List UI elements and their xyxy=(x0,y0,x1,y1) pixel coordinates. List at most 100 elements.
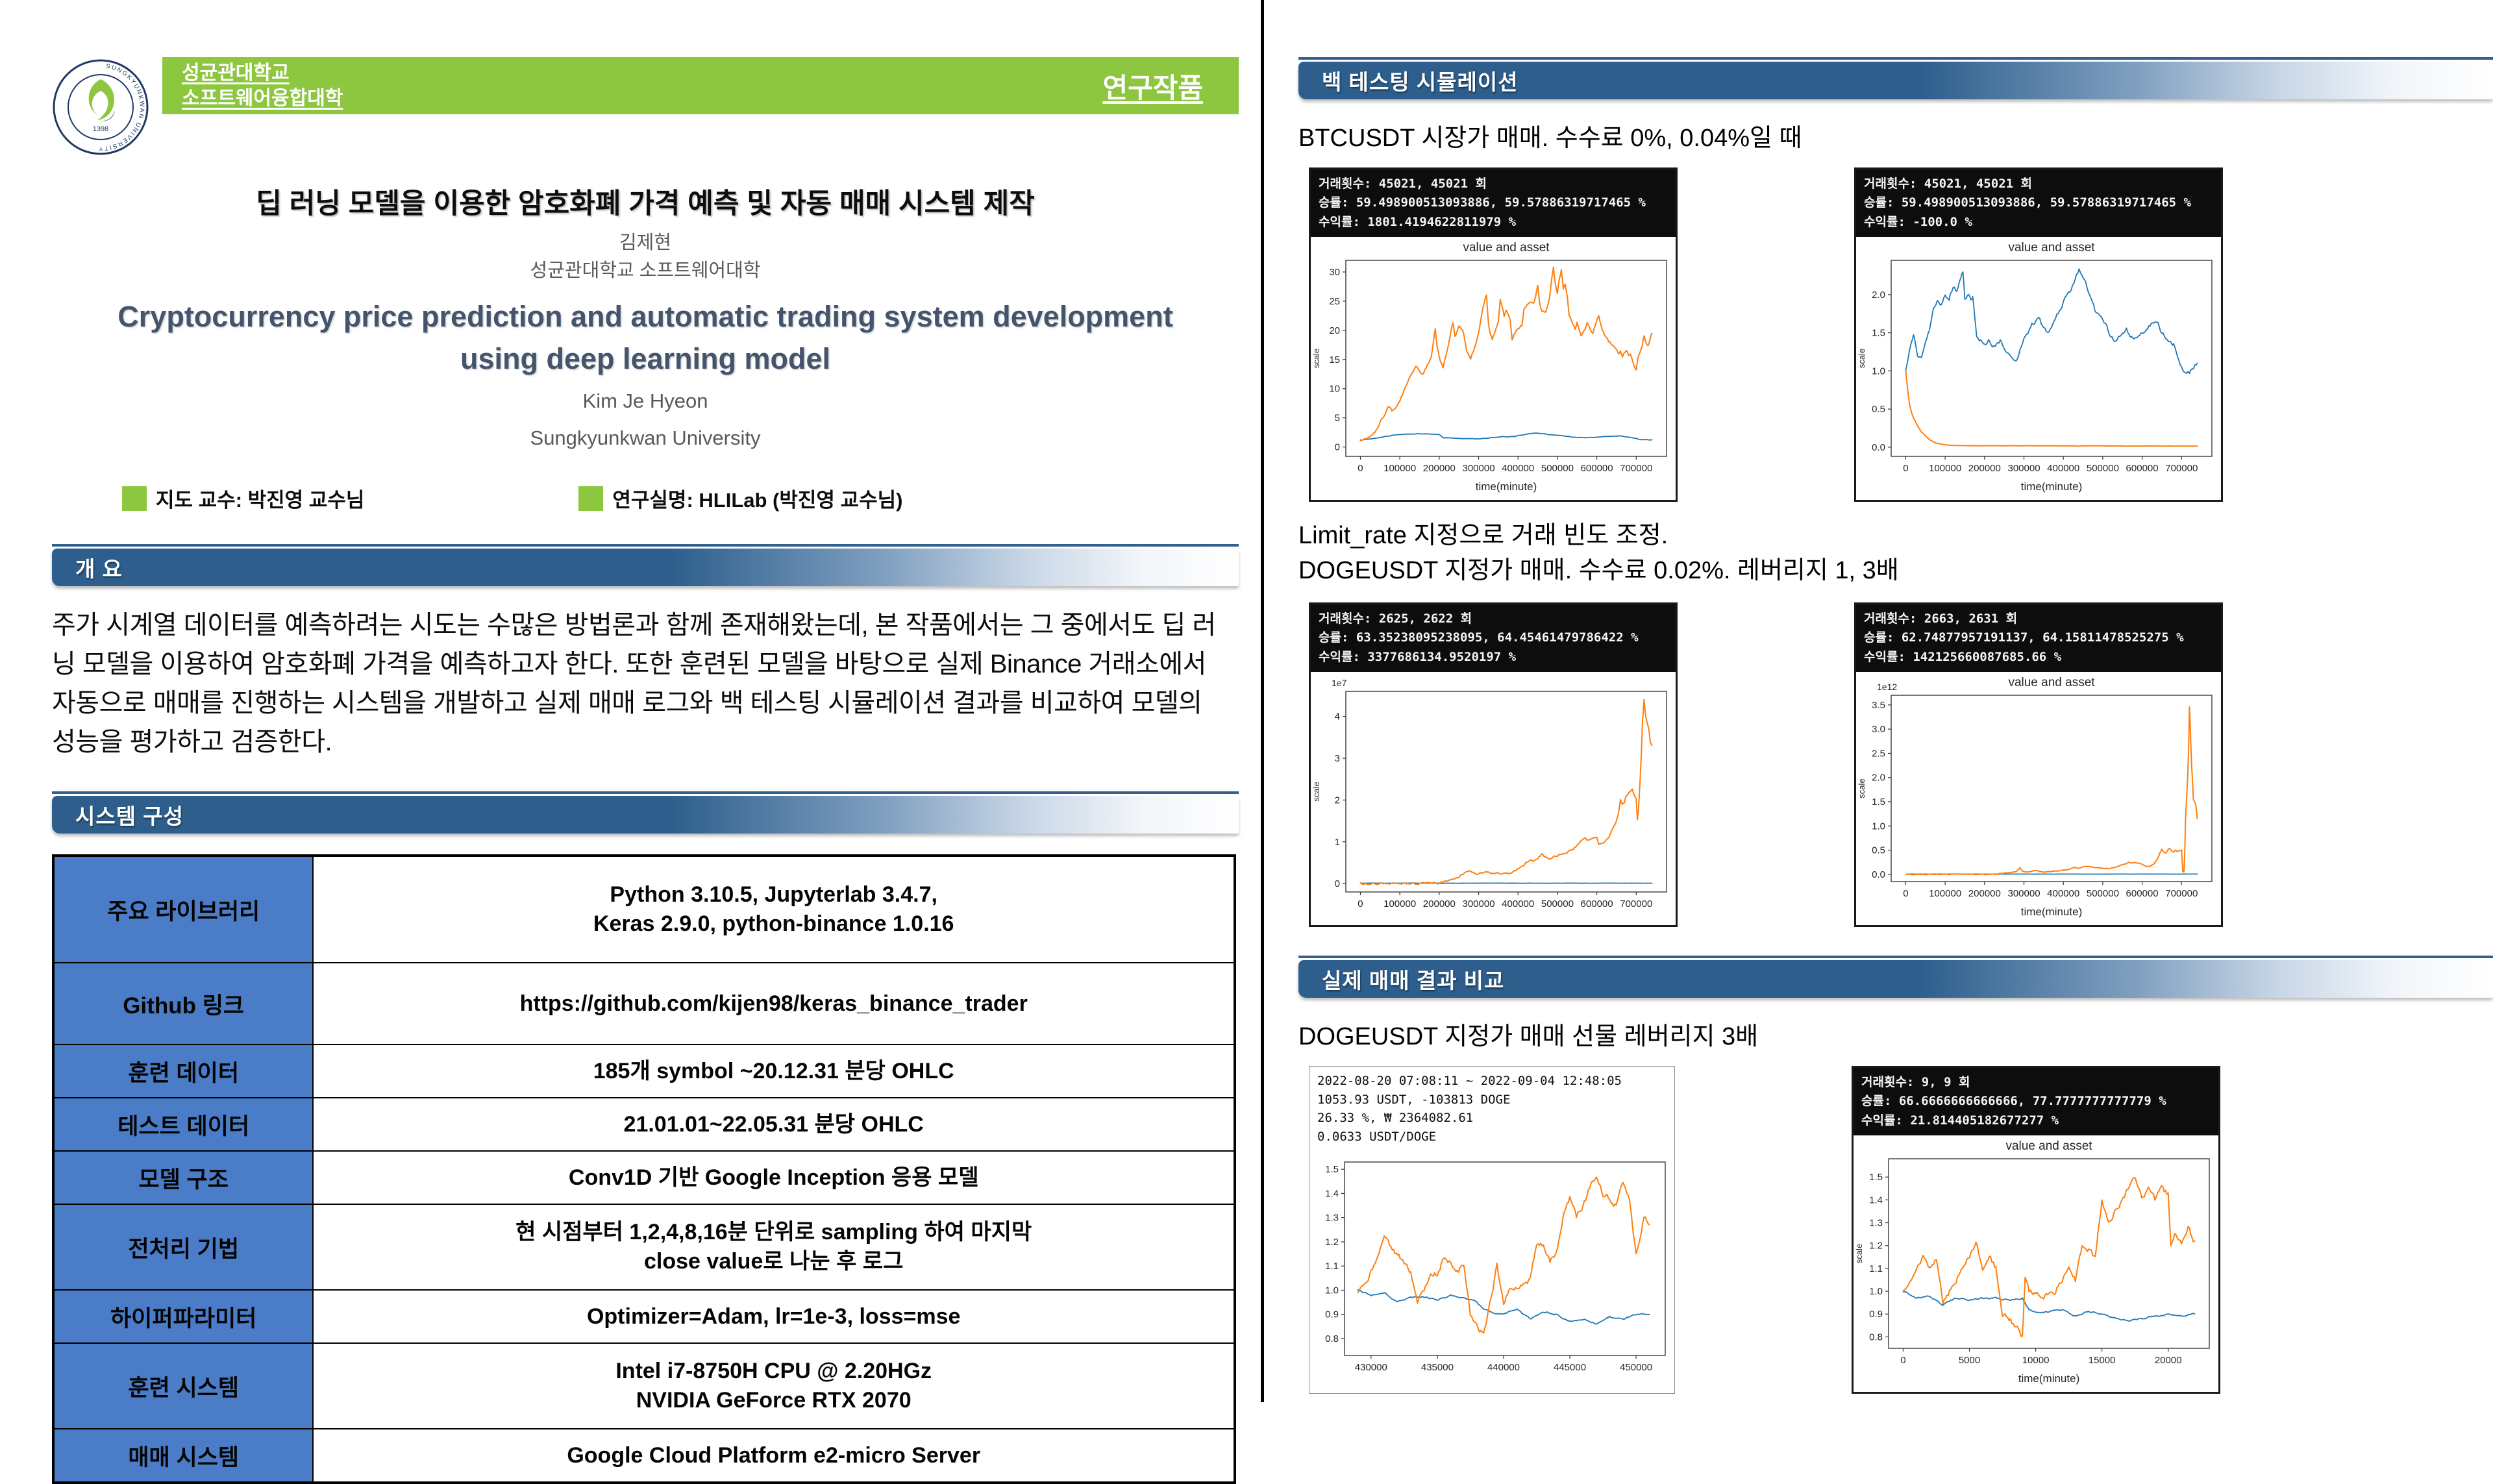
chart-info-line: 2022-08-20 07:08:11 ~ 2022-09-04 12:48:0… xyxy=(1317,1072,1667,1091)
svg-text:400000: 400000 xyxy=(1502,463,1534,474)
svg-text:700000: 700000 xyxy=(2165,888,2198,899)
chart-info-line: 수익률: 142125660087685.66 % xyxy=(1864,648,2213,667)
svg-text:1.4: 1.4 xyxy=(1869,1195,1883,1206)
svg-text:4: 4 xyxy=(1335,711,1340,723)
svg-text:100000: 100000 xyxy=(1383,463,1416,474)
svg-text:700000: 700000 xyxy=(2165,463,2198,474)
backtest-caption-1: BTCUSDT 시장가 매매. 수수료 0%, 0.04%일 때 xyxy=(1298,117,2493,153)
svg-text:0: 0 xyxy=(1358,898,1363,909)
svg-text:400000: 400000 xyxy=(2047,888,2079,899)
svg-text:0.5: 0.5 xyxy=(1872,404,1885,415)
svg-text:100000: 100000 xyxy=(1929,888,1961,899)
affiliation-korean: 성균관대학교 소프트웨어대학 xyxy=(52,260,1239,282)
svg-text:0: 0 xyxy=(1900,1355,1905,1366)
svg-text:500000: 500000 xyxy=(1541,463,1574,474)
table-value-line: Intel i7-8750H CPU @ 2.20HGz xyxy=(323,1357,1224,1387)
svg-text:0.0: 0.0 xyxy=(1872,442,1885,453)
table-label-cell: 전처리 기법 xyxy=(53,1204,313,1290)
svg-text:1.4: 1.4 xyxy=(1325,1188,1339,1199)
svg-text:200000: 200000 xyxy=(1968,463,2001,474)
table-label-cell: 모델 구조 xyxy=(53,1151,313,1204)
table-value-line: 185개 symbol ~20.12.31 분당 OHLC xyxy=(323,1057,1224,1087)
svg-text:445000: 445000 xyxy=(1554,1362,1586,1373)
svg-text:300000: 300000 xyxy=(1462,898,1495,909)
table-label-cell: 훈련 시스템 xyxy=(53,1343,313,1429)
table-value-cell: Google Cloud Platform e2-micro Server xyxy=(313,1429,1235,1483)
svg-text:15: 15 xyxy=(1329,354,1340,365)
svg-text:time(minute): time(minute) xyxy=(2021,480,2082,493)
chart-info-line: 수익률: 21.814405182677277 % xyxy=(1861,1111,2211,1130)
table-value-cell: 185개 symbol ~20.12.31 분당 OHLC xyxy=(313,1045,1235,1098)
author-korean: 김제현 xyxy=(52,232,1239,254)
chart-plot-btcusdt-fee004: value and assetscaletime(minute)0.00.51.… xyxy=(1856,237,2221,497)
system-section: 시스템 구성 xyxy=(52,791,1239,834)
svg-text:scale: scale xyxy=(1857,349,1867,368)
svg-text:450000: 450000 xyxy=(1620,1362,1652,1373)
title-english-line1: Cryptocurrency price prediction and auto… xyxy=(52,295,1239,338)
real-trading-figures-row: 2022-08-20 07:08:11 ~ 2022-09-04 12:48:0… xyxy=(1298,1066,2493,1394)
svg-text:scale: scale xyxy=(1311,349,1321,368)
table-value-cell: Optimizer=Adam, lr=1e-3, loss=mse xyxy=(313,1290,1235,1343)
svg-text:600000: 600000 xyxy=(2126,463,2159,474)
university-line2: 소프트웨어융합대학 xyxy=(182,86,343,111)
svg-text:700000: 700000 xyxy=(1620,898,1652,909)
svg-text:3.5: 3.5 xyxy=(1872,700,1885,711)
author-english: Kim Je Hyeon xyxy=(52,389,1239,413)
svg-text:time(minute): time(minute) xyxy=(2021,906,2082,918)
svg-text:scale: scale xyxy=(1311,782,1321,801)
chart-info-line: 승률: 63.35238095238095, 64.45461479786422… xyxy=(1319,628,1668,647)
svg-text:0.8: 0.8 xyxy=(1325,1333,1339,1344)
backtest-caption-2-line1: Limit_rate 지정으로 거래 빈도 조정. xyxy=(1298,519,2493,553)
svg-text:440000: 440000 xyxy=(1487,1362,1520,1373)
svg-text:0: 0 xyxy=(1358,463,1363,474)
svg-text:0.8: 0.8 xyxy=(1869,1332,1883,1343)
table-value-cell: Python 3.10.5, Jupyterlab 3.4.7,Keras 2.… xyxy=(313,856,1235,963)
svg-text:600000: 600000 xyxy=(1581,898,1613,909)
svg-text:1: 1 xyxy=(1335,837,1340,848)
table-value-line: https://github.com/kijen98/keras_binance… xyxy=(323,989,1224,1019)
university-name: 성균관대학교 소프트웨어융합대학 xyxy=(182,60,343,111)
chart-info-line: 승률: 62.74877957191137, 64.15811478525275… xyxy=(1864,628,2213,647)
university-line1: 성균관대학교 xyxy=(182,60,343,86)
chart-plot-btcusdt-fee0: value and assetscaletime(minute)05101520… xyxy=(1311,237,1676,497)
real-trading-section: 실제 매매 결과 비교 xyxy=(1298,956,2493,998)
table-value-line: Optimizer=Adam, lr=1e-3, loss=mse xyxy=(323,1302,1224,1332)
svg-text:2.0: 2.0 xyxy=(1872,773,1885,784)
svg-text:0.0: 0.0 xyxy=(1872,869,1885,880)
svg-text:1.0: 1.0 xyxy=(1325,1285,1339,1296)
affiliation-english: Sungkyunkwan University xyxy=(52,426,1239,450)
table-value-line: 현 시점부터 1,2,4,8,16분 단위로 sampling 하여 마지막 xyxy=(323,1218,1224,1248)
svg-text:500000: 500000 xyxy=(2087,463,2119,474)
chart-info-box: 2022-08-20 07:08:11 ~ 2022-09-04 12:48:0… xyxy=(1309,1067,1674,1152)
chart-info-line: 0.0633 USDT/DOGE xyxy=(1317,1128,1667,1146)
svg-text:600000: 600000 xyxy=(1581,463,1613,474)
chart-info-line: 승률: 59.498900513093886, 59.5788631971746… xyxy=(1319,193,1668,212)
advisor-item: 지도 교수: 박진영 교수님 xyxy=(122,484,364,513)
table-label-cell: 매매 시스템 xyxy=(53,1429,313,1483)
svg-text:200000: 200000 xyxy=(1423,898,1456,909)
backtest-caption-2: Limit_rate 지정으로 거래 빈도 조정. DOGEUSDT 지정가 매… xyxy=(1298,519,2493,587)
backtest-heading: 백 테스팅 시뮬레이션 xyxy=(1298,65,1519,96)
svg-text:435000: 435000 xyxy=(1421,1362,1454,1373)
svg-text:25: 25 xyxy=(1329,296,1340,307)
chart-info-line: 승률: 59.498900513093886, 59.5788631971746… xyxy=(1864,193,2213,212)
svg-text:200000: 200000 xyxy=(1423,463,1456,474)
svg-text:700000: 700000 xyxy=(1620,463,1652,474)
overview-heading: 개 요 xyxy=(52,552,123,583)
column-divider xyxy=(1261,0,1264,1402)
